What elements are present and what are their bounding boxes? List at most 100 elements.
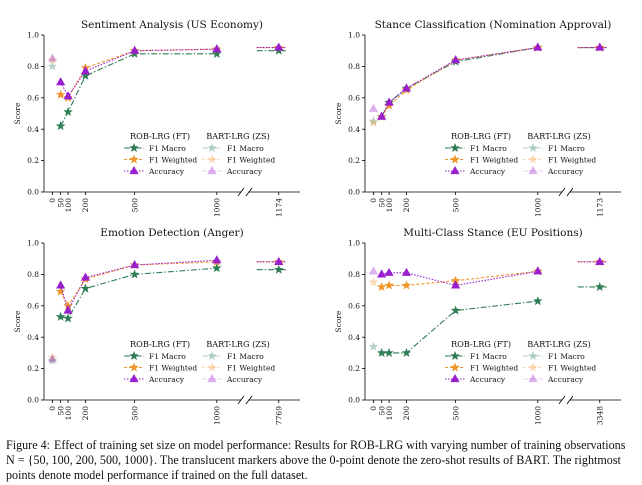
series-line-f1-macro	[60, 53, 217, 127]
point-f1-weighted	[401, 280, 412, 290]
y-tick-label: 0.4	[27, 125, 39, 134]
series-line-f1-weighted	[381, 270, 538, 288]
legend-zero-shot: BART-LRG (ZS) F1 Macro F1 Weighted Accuracy	[202, 339, 275, 384]
point-accuracy	[377, 111, 387, 120]
legend-fine-tuned: ROB-LRG (FT) F1 Macro F1 Weighted Accuracy	[124, 339, 197, 384]
point-f1-weighted	[55, 286, 66, 296]
axis-break-mark	[237, 187, 245, 197]
legend-marker-accuracy	[450, 166, 460, 175]
legend-label-accuracy: Accuracy	[547, 167, 584, 176]
y-axis-label: Score	[334, 102, 343, 124]
legend-label-accuracy: Accuracy	[148, 167, 185, 176]
y-tick-label: 0.6	[27, 93, 39, 102]
point-accuracy	[384, 97, 394, 106]
series-line-f1-macro	[381, 47, 538, 117]
point-f1-macro	[376, 347, 387, 357]
point-f1-macro	[384, 347, 394, 357]
legend-label-accuracy: Accuracy	[547, 375, 584, 384]
x-tick-label: 500	[130, 406, 139, 421]
y-tick-label: 0.6	[348, 301, 360, 310]
y-tick-label: 0.0	[27, 188, 39, 197]
point-accuracy	[212, 255, 222, 264]
legend-marker-accuracy	[450, 374, 460, 383]
point-zero-shot-f1-weighted	[47, 352, 58, 362]
legend-label-f1-weighted: F1 Weighted	[548, 156, 596, 165]
point-accuracy	[451, 280, 461, 289]
point-full-accuracy	[274, 256, 284, 265]
y-tick-label: 0.8	[27, 270, 39, 279]
x-tick-label: 3348	[595, 406, 604, 425]
x-tick-label: 1000	[213, 198, 222, 217]
point-accuracy	[63, 305, 73, 314]
x-tick-label: 50	[377, 198, 386, 208]
y-tick-label: 1.0	[348, 31, 360, 40]
point-f1-macro	[63, 313, 73, 323]
x-tick-label: 500	[130, 198, 139, 213]
y-axis-label: Score	[13, 102, 22, 124]
point-f1-weighted	[55, 89, 66, 99]
panel-title: Stance Classification (Nomination Approv…	[375, 19, 612, 31]
x-tick-label: 100	[64, 406, 73, 421]
y-axis-label: Score	[13, 310, 22, 332]
legend-marker-accuracy	[207, 166, 217, 175]
legend-marker-f1-macro	[450, 351, 460, 361]
series-line-f1-weighted	[60, 261, 217, 307]
point-full-f1-macro	[595, 281, 605, 292]
y-tick-label: 0.8	[348, 62, 360, 71]
legend-marker-f1-weighted	[207, 154, 217, 164]
point-full-accuracy	[274, 42, 284, 51]
x-tick-label: 200	[81, 406, 90, 421]
legend-label-accuracy: Accuracy	[226, 375, 263, 384]
legend-marker-accuracy	[129, 166, 139, 175]
y-tick-label: 0.2	[27, 364, 39, 373]
axis-break-mark	[245, 187, 253, 197]
caption-text: Effect of training set size on model per…	[6, 438, 626, 482]
point-accuracy	[401, 267, 412, 276]
point-full-f1-macro	[274, 264, 284, 274]
point-zero-shot-f1-weighted	[368, 117, 379, 127]
legend-marker-f1-weighted	[129, 154, 139, 164]
x-tick-label: 200	[402, 198, 411, 213]
legend-fine-tuned: ROB-LRG (FT) F1 Macro F1 Weighted Accuracy	[445, 131, 518, 176]
point-full-accuracy	[595, 256, 605, 265]
legend-label-f1-weighted: F1 Weighted	[149, 156, 197, 165]
legend-title: ROB-LRG (FT)	[130, 339, 190, 349]
y-tick-label: 0.0	[27, 396, 39, 405]
y-tick-label: 0.6	[348, 93, 360, 102]
point-zero-shot-f1-macro	[368, 116, 379, 126]
legend-label-f1-macro: F1 Macro	[470, 352, 507, 361]
legend-marker-f1-macro	[207, 351, 217, 361]
x-tick-label: 7769	[274, 406, 283, 425]
legend-title: ROB-LRG (FT)	[130, 131, 190, 141]
y-tick-label: 1.0	[348, 239, 360, 248]
point-accuracy	[56, 77, 66, 86]
point-accuracy	[533, 42, 543, 51]
axis-break-mark	[245, 395, 253, 405]
panel-1: Sentiment Analysis (US Economy) 0.0 0.2 0.4…	[13, 19, 300, 217]
legend-marker-f1-macro	[528, 143, 538, 153]
x-tick-label: 50	[56, 198, 65, 208]
legend-marker-f1-macro	[528, 351, 538, 361]
point-full-accuracy	[595, 42, 605, 51]
x-tick-label: 1174	[274, 198, 283, 217]
panel-3: Emotion Detection (Anger) 0.0 0.2 0.4 0.6 0.8…	[13, 227, 300, 425]
axis-break-mark	[558, 395, 566, 405]
point-f1-macro	[129, 269, 140, 279]
point-zero-shot-accuracy	[368, 266, 379, 275]
legend-fine-tuned: ROB-LRG (FT) F1 Macro F1 Weighted Accuracy	[124, 131, 197, 176]
point-f1-macro	[55, 121, 66, 131]
legend-label-f1-macro: F1 Macro	[548, 144, 585, 153]
point-zero-shot-f1-macro	[47, 355, 58, 365]
x-tick-label: 0	[369, 406, 378, 411]
point-accuracy	[401, 83, 412, 92]
point-accuracy	[212, 44, 222, 53]
y-tick-label: 1.0	[27, 239, 39, 248]
x-tick-label: 50	[377, 406, 386, 416]
legend-title: BART-LRG (ZS)	[206, 131, 270, 141]
legend-zero-shot: BART-LRG (ZS) F1 Macro F1 Weighted Accuracy	[523, 131, 596, 176]
y-tick-label: 0.2	[348, 156, 360, 165]
legend-label-f1-macro: F1 Macro	[548, 352, 585, 361]
legend-title: ROB-LRG (FT)	[451, 339, 511, 349]
x-tick-label: 200	[81, 198, 90, 213]
